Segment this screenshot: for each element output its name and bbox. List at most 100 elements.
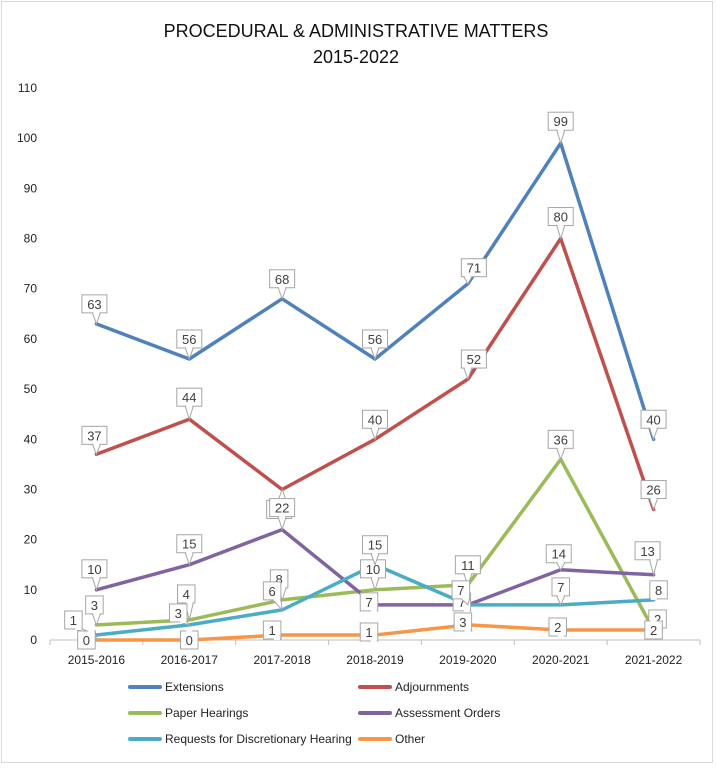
data-label-tail	[556, 225, 566, 241]
data-label-text: 15	[182, 537, 196, 552]
data-label-tail-cover	[464, 629, 471, 632]
data-label-tail-cover	[650, 427, 657, 430]
data-label-tail-cover	[370, 639, 377, 642]
data-label-tail	[556, 129, 566, 145]
data-label-text: 71	[467, 261, 481, 276]
data-label-text: 3	[459, 615, 466, 630]
data-label-box	[77, 630, 96, 650]
y-tick-label: 60	[24, 332, 38, 346]
data-label-tail-cover	[462, 597, 469, 600]
data-label-text: 8	[655, 583, 662, 598]
legend-item: Extensions	[128, 680, 224, 694]
data-label-tail-cover	[93, 311, 100, 314]
data-label-text: 0	[83, 633, 90, 648]
legend-item: Paper Hearings	[128, 706, 248, 720]
data-label-text: 14	[551, 547, 565, 562]
data-label: 37	[81, 425, 108, 456]
data-label-text: 56	[182, 332, 196, 347]
data-label-tail-cover	[464, 275, 471, 278]
data-label-tail-cover	[372, 552, 378, 555]
data-label: 0	[180, 630, 199, 650]
data-label-box	[634, 541, 661, 561]
data-label-tail-cover	[372, 346, 378, 349]
legend: Extensions Adjournments Paper Hearings Asse…	[128, 680, 500, 746]
y-tick-label: 50	[24, 382, 38, 396]
data-label: 40	[640, 409, 667, 441]
data-label: 3	[85, 595, 104, 627]
data-label-tail	[648, 559, 659, 577]
data-label-text: 2	[654, 612, 661, 627]
y-tick-label: 80	[24, 232, 38, 246]
data-label-text: 0	[186, 633, 193, 648]
data-label-tail-cover	[186, 551, 193, 554]
data-label-tail-cover	[650, 558, 657, 561]
data-label: 7	[359, 592, 379, 612]
data-label: 80	[547, 207, 574, 241]
data-label-tail-cover	[279, 286, 286, 289]
y-tick-label: 40	[24, 432, 38, 446]
data-label: 26	[640, 480, 667, 511]
data-label-tail-cover	[557, 561, 564, 564]
data-label-tail	[271, 599, 283, 612]
data-label-text: 37	[87, 428, 101, 443]
data-label: 1	[64, 610, 97, 636]
data-label-tail-cover	[650, 619, 657, 622]
data-label: 15	[362, 535, 388, 567]
data-label: 56	[176, 329, 203, 361]
data-label: 3	[453, 612, 473, 632]
y-tick-label: 100	[17, 131, 37, 145]
data-label: 2	[644, 619, 663, 640]
data-label: 52	[460, 349, 487, 381]
data-label-text: 68	[275, 272, 289, 287]
data-label-text: 11	[461, 558, 475, 573]
data-label-tail-cover	[186, 630, 193, 632]
data-label-box	[460, 258, 487, 278]
data-label-tail-cover	[180, 620, 187, 623]
data-label-box	[262, 620, 282, 640]
data-label-text: 99	[553, 114, 567, 129]
data-label: 22	[269, 498, 296, 532]
data-label-tail-cover	[557, 224, 564, 227]
data-label-tail	[91, 312, 102, 326]
data-label-tail-cover	[557, 634, 564, 637]
legend-label: Adjournments	[395, 680, 469, 694]
y-tick-label: 0	[30, 633, 37, 647]
data-label: 8	[649, 580, 668, 601]
data-label-tail-cover	[650, 597, 657, 600]
data-label-text: 63	[87, 297, 101, 312]
legend-label: Assessment Orders	[395, 706, 500, 720]
data-label: 3	[169, 603, 191, 626]
data-label-tail-cover	[463, 609, 470, 612]
data-label: 7	[551, 577, 570, 607]
data-label-text: 36	[553, 432, 567, 447]
data-label-tail-cover	[88, 630, 95, 632]
data-label: 99	[547, 111, 574, 145]
x-tick-label: 2018-2019	[346, 653, 404, 667]
data-label: 36	[547, 429, 574, 461]
data-label-tail-cover	[279, 586, 286, 589]
data-label: 44	[176, 387, 203, 421]
data-label-text: 7	[365, 595, 372, 610]
data-label-text: 7	[458, 595, 465, 610]
data-label-text: 56	[368, 332, 382, 347]
data-label-tail-cover	[273, 598, 280, 601]
data-label-text: 80	[553, 210, 567, 225]
data-label-text: 26	[646, 483, 660, 498]
data-label-box	[460, 349, 487, 369]
data-label-text: 2	[650, 623, 657, 638]
data-label: 13	[634, 541, 661, 577]
data-label-box	[451, 580, 471, 600]
legend-item: Requests for Discretionary Hearing	[128, 732, 352, 746]
legend-item: Adjournments	[358, 680, 469, 694]
legend-label: Paper Hearings	[165, 706, 248, 720]
data-label-tail-cover	[464, 367, 471, 370]
data-label-tail-cover	[93, 576, 100, 579]
data-label-text: 13	[640, 544, 654, 559]
data-label-box	[262, 581, 282, 601]
data-label-tail-cover	[279, 515, 286, 518]
data-label-tail-cover	[464, 572, 471, 575]
data-label-tail	[556, 447, 566, 461]
y-tick-label: 20	[24, 533, 38, 547]
